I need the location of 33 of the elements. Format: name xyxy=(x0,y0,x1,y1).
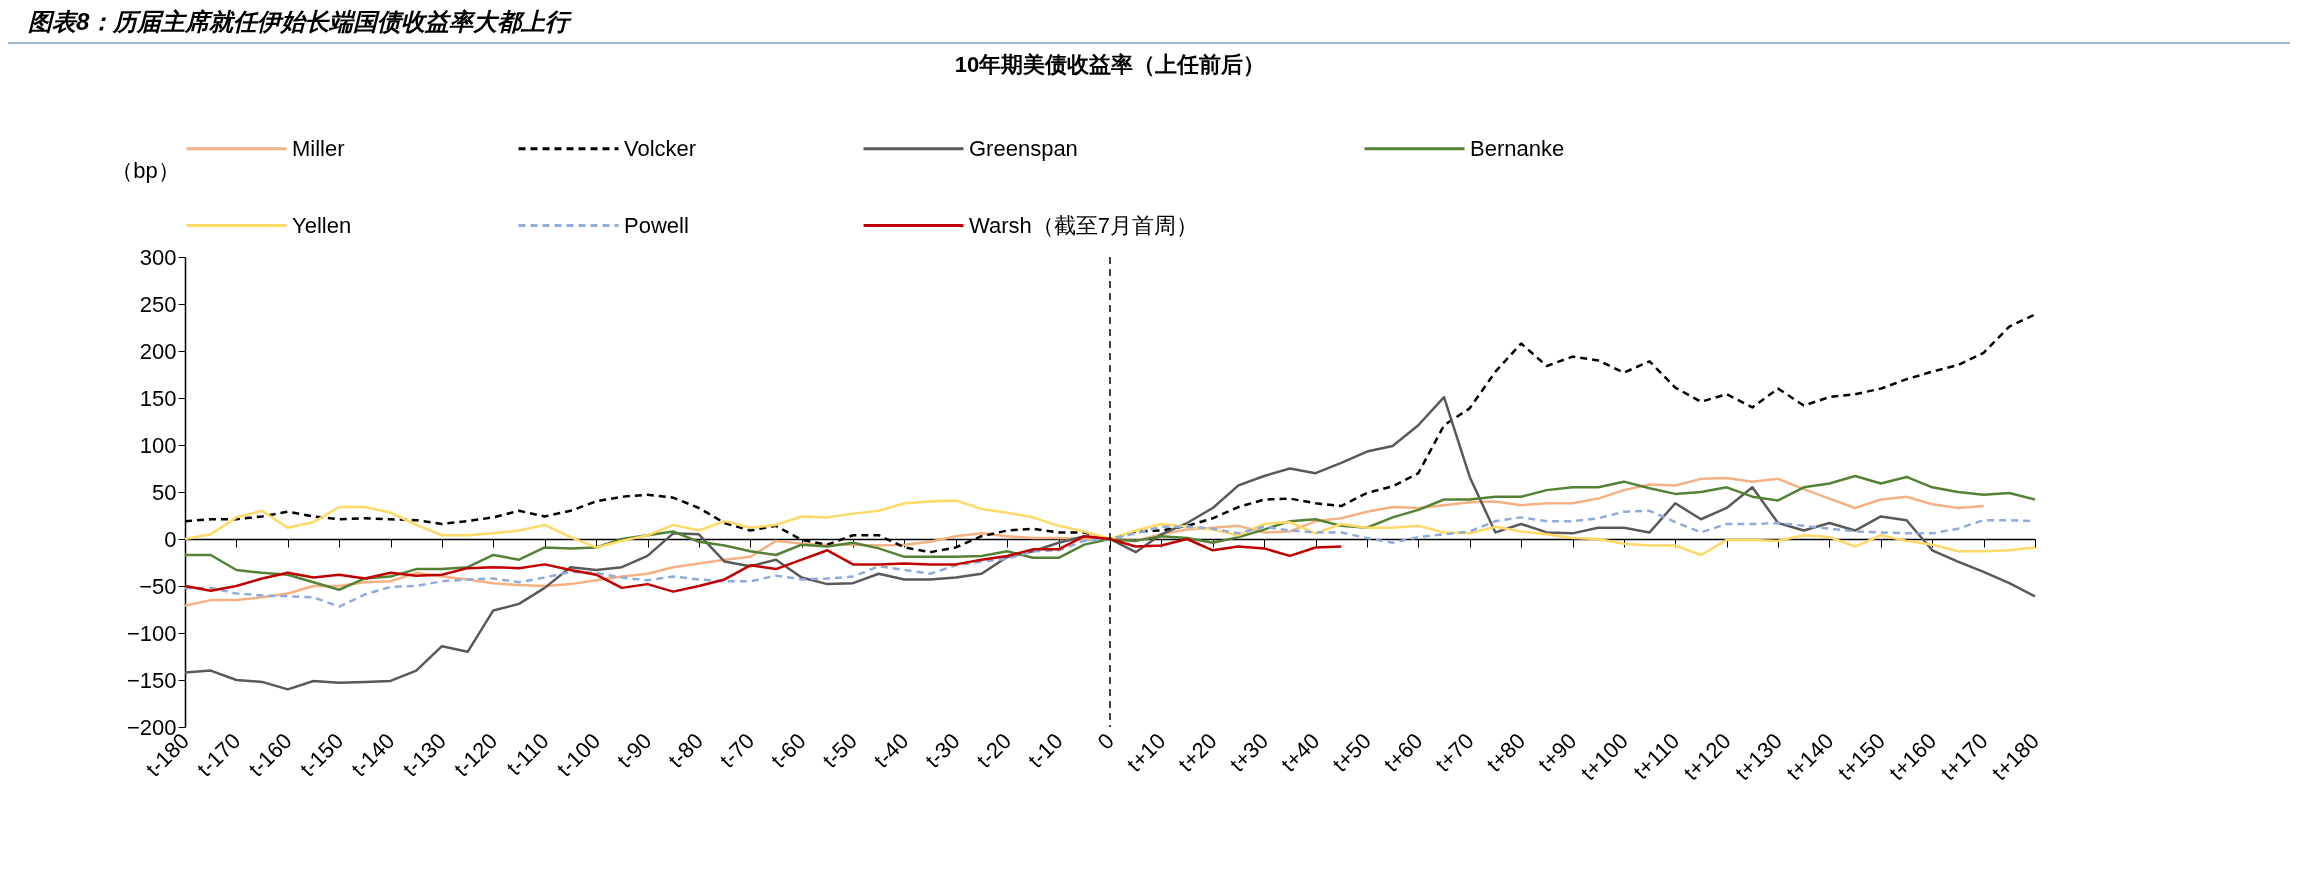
legend-label: Warsh（截至7月首周） xyxy=(969,212,1198,238)
legend-label: Miller xyxy=(292,135,345,161)
y-tick-label: 200 xyxy=(139,338,177,364)
legend-label: Powell xyxy=(624,212,689,238)
y-tick-label: 50 xyxy=(152,479,177,505)
y-tick-label: −150 xyxy=(126,667,177,693)
y-tick-label: 300 xyxy=(139,244,177,270)
x-tick-label: t-60 xyxy=(766,728,811,773)
y-tick-label: 250 xyxy=(139,291,177,317)
x-tick-label: t+50 xyxy=(1327,728,1376,777)
y-tick-label: −50 xyxy=(139,573,177,599)
text: 图表8：历届主席就任伊始长端国债收益率大都上行 xyxy=(28,7,573,37)
x-tick-label: t-10 xyxy=(1023,728,1068,773)
y-tick-label: 0 xyxy=(164,526,177,552)
legend-label: Greenspan xyxy=(969,135,1078,161)
x-tick-label: t-80 xyxy=(663,728,708,773)
x-tick-label: t+80 xyxy=(1481,728,1531,777)
y-tick-label: 100 xyxy=(139,432,177,458)
legend-label: Volcker xyxy=(624,135,697,161)
legend-label: Yellen xyxy=(292,212,352,238)
y-tick-label: 150 xyxy=(139,385,177,411)
x-tick-label: t-90 xyxy=(611,728,657,773)
x-tick-label: t-40 xyxy=(868,728,914,773)
y-axis-title: （bp） xyxy=(111,157,180,183)
x-tick-label: t-30 xyxy=(920,728,965,773)
line-series xyxy=(183,534,1343,593)
x-tick-label: t-50 xyxy=(817,728,863,773)
x-tick-label: t-20 xyxy=(971,728,1017,773)
x-tick-label: 0 xyxy=(1092,728,1119,755)
legend-label: Bernanke xyxy=(1470,135,1565,161)
x-tick-label: t-70 xyxy=(714,728,760,773)
chart-title: 10年期美债收益率（上任前后） xyxy=(954,52,1266,77)
y-tick-label: −100 xyxy=(126,620,177,646)
